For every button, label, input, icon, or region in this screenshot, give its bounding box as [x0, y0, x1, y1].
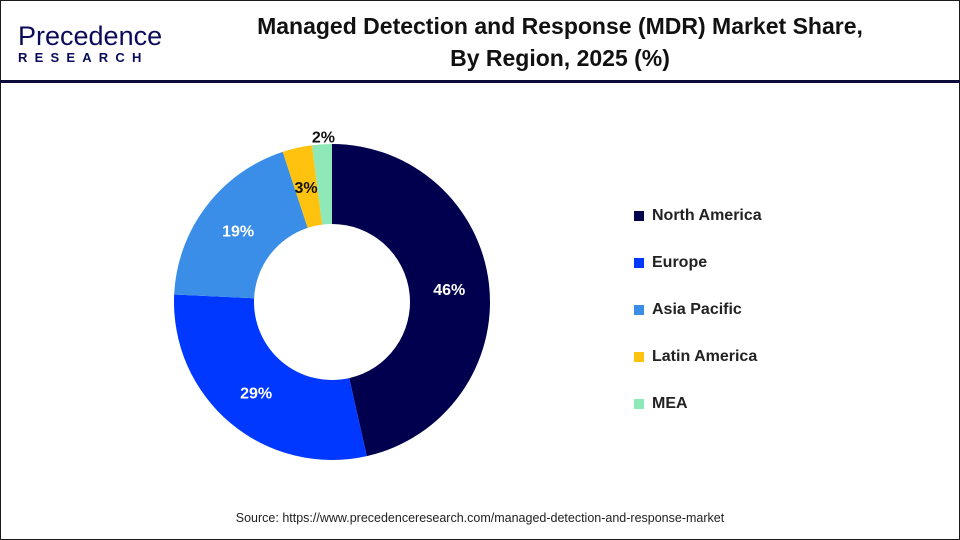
data-label: 29%	[240, 385, 272, 402]
title-line-2: By Region, 2025 (%)	[450, 45, 670, 71]
slice-europe	[174, 294, 367, 460]
legend-swatch	[634, 210, 644, 221]
title-line-1: Managed Detection and Response (MDR) Mar…	[257, 13, 863, 39]
data-label: 19%	[222, 224, 254, 241]
legend-label: MEA	[652, 394, 688, 412]
slice-asia-pacific	[174, 151, 308, 299]
data-label: 46%	[433, 282, 465, 299]
legend-swatch	[634, 257, 644, 268]
header-divider	[0, 80, 960, 83]
legend-label: Asia Pacific	[652, 300, 742, 318]
logo-text-top: Precedence	[18, 21, 163, 51]
slice-mea	[311, 144, 332, 225]
legend: North America Europe Asia Pacific Latin Ame…	[634, 192, 762, 427]
data-label: 2%	[312, 129, 335, 146]
legend-item: Latin America	[634, 333, 762, 380]
legend-item: North America	[634, 192, 762, 239]
legend-label: Europe	[652, 253, 708, 271]
slice-latin-america	[282, 145, 323, 228]
legend-swatch	[634, 398, 644, 409]
legend-label: Latin America	[652, 347, 758, 365]
legend-item: Europe	[634, 239, 762, 286]
legend-item: Asia Pacific	[634, 286, 762, 333]
precedence-research-logo: Precedence RESEARCH	[18, 22, 162, 65]
legend-label: North America	[652, 206, 762, 224]
data-label: 3%	[294, 180, 317, 197]
legend-item: MEA	[634, 380, 762, 427]
legend-swatch	[634, 351, 644, 362]
legend-swatch	[634, 304, 644, 315]
source-note: Source: https://www.precedenceresearch.c…	[235, 511, 725, 525]
slice-north-america	[332, 144, 491, 457]
logo-text-bottom: RESEARCH	[18, 50, 149, 65]
chart-title: Managed Detection and Response (MDR) Mar…	[200, 10, 920, 74]
